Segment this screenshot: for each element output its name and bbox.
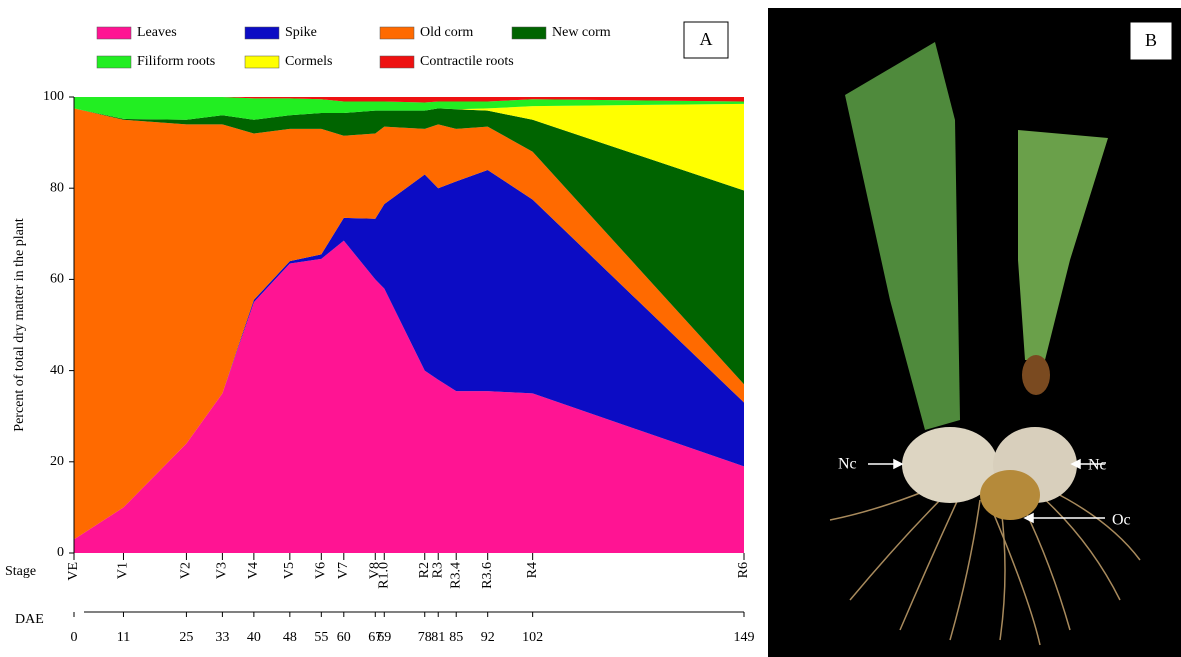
- photo-background: [768, 8, 1181, 657]
- x-tick-label: 33: [215, 630, 229, 645]
- stage-tick-label: R4: [525, 562, 540, 578]
- stage-tick-label: V5: [282, 562, 297, 579]
- area: [74, 240, 744, 553]
- corm: [902, 427, 998, 503]
- legend-swatch: [244, 55, 280, 69]
- x-tick-label: 60: [337, 630, 351, 645]
- stage-tick-label: V3: [215, 562, 230, 579]
- y-tick-label: 0: [57, 545, 64, 560]
- legend-swatch: [96, 55, 132, 69]
- annotation: Nc: [1088, 457, 1107, 474]
- area: [74, 108, 744, 385]
- y-tick-label: 20: [50, 454, 64, 469]
- x-tick-label: 92: [481, 630, 495, 645]
- corm: [980, 470, 1040, 520]
- chart: 0204060801000VE11V125V233V340V448V555V66…: [43, 25, 755, 645]
- x-tick-label: 25: [179, 630, 193, 645]
- stage-tick-label: R3: [430, 562, 445, 578]
- area: [74, 103, 744, 191]
- y-tick-label: 80: [50, 180, 64, 195]
- stage-tick-label: V4: [246, 562, 261, 579]
- x-tick-label: 67: [368, 630, 382, 645]
- legend-label: Leaves: [137, 25, 177, 40]
- x-tick-label: 78: [418, 630, 432, 645]
- bud: [1022, 355, 1050, 395]
- panel-box: [1129, 21, 1173, 61]
- x-axis-label: DAE: [15, 612, 44, 627]
- panel-label: A: [700, 29, 713, 49]
- annotation: Nc: [838, 456, 857, 473]
- legend-swatch: [379, 55, 415, 69]
- legend-label: Spike: [285, 25, 317, 40]
- arrows: [868, 458, 1105, 524]
- y-tick-label: 40: [50, 363, 64, 378]
- x-tick-label: 85: [449, 630, 463, 645]
- legend-swatch: [379, 26, 415, 40]
- stage-tick-label: VE: [66, 562, 81, 581]
- legend-swatch: [96, 26, 132, 40]
- x-tick-label: 81: [431, 630, 445, 645]
- y-tick-label: 100: [43, 89, 64, 104]
- stage-tick-label: V1: [116, 562, 131, 579]
- x-tick-label: 69: [377, 630, 391, 645]
- area: [74, 108, 744, 540]
- stage-tick-label: R3.6: [480, 562, 495, 589]
- stage-tick-label: R2: [417, 562, 432, 578]
- panel-box: [683, 21, 729, 59]
- leaf: [845, 42, 960, 430]
- legend-label: New corm: [552, 25, 611, 40]
- stage-tick-label: V2: [179, 562, 194, 579]
- annotation: Oc: [1112, 512, 1131, 529]
- leaf: [1018, 130, 1108, 360]
- y-axis-label: Percent of total dry matter in the plant: [12, 218, 27, 432]
- x-tick-label: 40: [247, 630, 261, 645]
- legend-swatch: [244, 26, 280, 40]
- stage-tick-label: R3.4: [448, 562, 463, 589]
- area: [74, 169, 744, 540]
- stage-label: Stage: [5, 564, 36, 579]
- legend-label: Old corm: [420, 25, 473, 40]
- legend-label: Filiform roots: [137, 54, 215, 69]
- y-tick-label: 60: [50, 272, 64, 287]
- x-tick-label: 0: [71, 630, 78, 645]
- legend-label: Cormels: [285, 54, 332, 69]
- x-tick-label: 11: [117, 630, 130, 645]
- stage-tick-label: R1.0: [376, 562, 391, 589]
- x-tick-label: 102: [522, 630, 543, 645]
- panel-label: B: [1145, 30, 1157, 50]
- stage-tick-label: R6: [736, 562, 751, 578]
- stage-tick-label: V7: [336, 562, 351, 579]
- x-tick-label: 55: [314, 630, 328, 645]
- photo: B Nc Nc Oc: [768, 8, 1181, 657]
- area: [74, 97, 744, 120]
- legend-label: Contractile roots: [420, 54, 514, 69]
- stage-tick-label: V8: [367, 562, 382, 579]
- x-tick-label: 48: [283, 630, 297, 645]
- stage-tick-label: V6: [314, 562, 329, 579]
- x-tick-label: 149: [734, 630, 755, 645]
- area: [74, 97, 744, 103]
- legend-swatch: [511, 26, 547, 40]
